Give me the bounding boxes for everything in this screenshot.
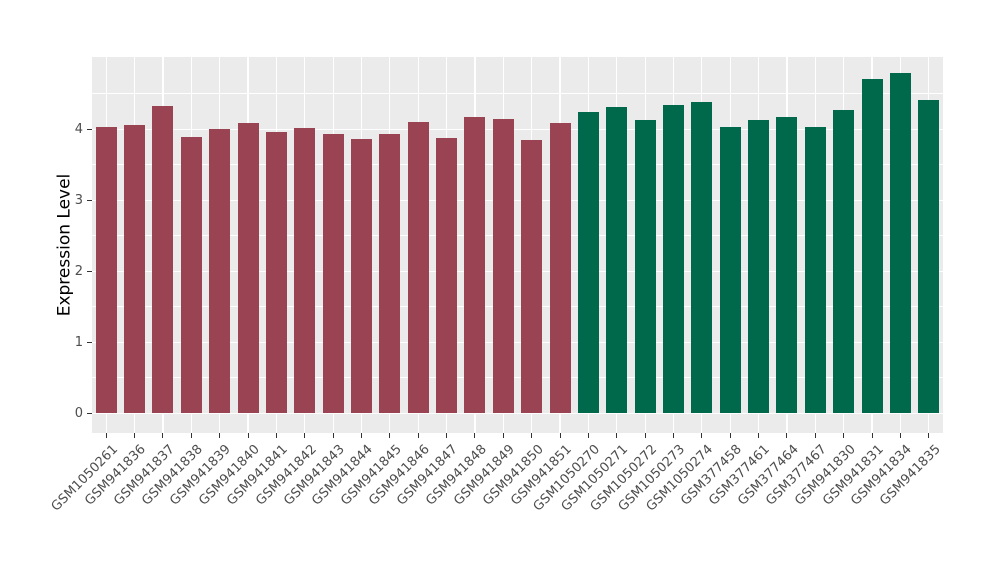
x-tick-mark (134, 433, 136, 438)
y-major-gridline (92, 270, 943, 273)
x-tick-mark (814, 433, 816, 438)
bar-GSM941830 (833, 110, 855, 414)
bar-GSM1050270 (577, 111, 599, 414)
bar-GSM941835 (918, 99, 940, 414)
y-tick-label: 4 (74, 121, 83, 137)
y-tick-label: 2 (74, 263, 83, 279)
bar-GSM941843 (322, 133, 344, 414)
x-tick-mark (502, 433, 504, 438)
bar-GSM377464 (776, 117, 798, 414)
x-tick-mark (701, 433, 703, 438)
x-tick-mark (332, 433, 334, 438)
y-major-gridline (92, 199, 943, 202)
bar-GSM377458 (719, 127, 741, 414)
y-major-gridline (92, 128, 943, 131)
x-tick-mark (928, 433, 930, 438)
bar-GSM941845 (379, 134, 401, 414)
y-minor-gridline (92, 93, 943, 95)
bar-GSM1050274 (691, 101, 713, 414)
x-tick-mark (304, 433, 306, 438)
x-tick-mark (389, 433, 391, 438)
x-tick-mark (871, 433, 873, 438)
bar-GSM941851 (549, 123, 571, 414)
bar-GSM1050272 (634, 120, 656, 414)
x-tick-mark (616, 433, 618, 438)
y-minor-gridline (92, 377, 943, 379)
bar-GSM941831 (861, 79, 883, 414)
y-tick-mark (87, 199, 92, 201)
x-tick-mark (644, 433, 646, 438)
x-tick-mark (758, 433, 760, 438)
x-tick-mark (162, 433, 164, 438)
y-tick-mark (87, 128, 92, 130)
y-tick-label: 0 (74, 405, 83, 421)
bar-GSM941846 (407, 122, 429, 414)
y-minor-gridline (92, 306, 943, 308)
x-tick-mark (559, 433, 561, 438)
y-tick-mark (87, 270, 92, 272)
bar-GSM941837 (152, 105, 174, 414)
x-tick-mark (219, 433, 221, 438)
bar-GSM1050273 (663, 105, 685, 414)
y-minor-gridline (92, 164, 943, 166)
bar-GSM941850 (521, 140, 543, 414)
bar-GSM377467 (804, 126, 826, 414)
y-tick-mark (87, 341, 92, 343)
bar-GSM941840 (237, 123, 259, 414)
y-minor-gridline (92, 235, 943, 237)
x-tick-mark (247, 433, 249, 438)
bar-GSM941849 (492, 119, 514, 414)
bar-GSM941836 (124, 125, 146, 414)
x-tick-mark (843, 433, 845, 438)
y-major-gridline (92, 412, 943, 415)
bar-GSM941842 (294, 128, 316, 414)
x-tick-mark (190, 433, 192, 438)
bar-GSM941838 (180, 137, 202, 414)
y-tick-mark (87, 412, 92, 414)
x-tick-mark (474, 433, 476, 438)
x-tick-mark (446, 433, 448, 438)
x-tick-mark (587, 433, 589, 438)
y-major-gridline (92, 341, 943, 344)
x-tick-mark (899, 433, 901, 438)
bar-GSM1050271 (606, 107, 628, 414)
bar-GSM377461 (748, 120, 770, 414)
y-tick-label: 1 (74, 334, 83, 350)
x-tick-mark (275, 433, 277, 438)
x-tick-mark (360, 433, 362, 438)
x-tick-mark (417, 433, 419, 438)
x-tick-mark (786, 433, 788, 438)
plot-panel (92, 57, 943, 433)
x-tick-mark (673, 433, 675, 438)
bar-GSM1050261 (95, 127, 117, 414)
bar-GSM941844 (350, 139, 372, 414)
bar-GSM941841 (265, 131, 287, 414)
y-tick-label: 3 (74, 192, 83, 208)
bar-GSM941848 (464, 117, 486, 414)
bar-GSM941834 (889, 73, 911, 414)
x-tick-mark (105, 433, 107, 438)
bar-GSM941847 (436, 137, 458, 414)
x-tick-mark (729, 433, 731, 438)
x-tick-mark (531, 433, 533, 438)
bar-GSM941839 (209, 129, 231, 414)
